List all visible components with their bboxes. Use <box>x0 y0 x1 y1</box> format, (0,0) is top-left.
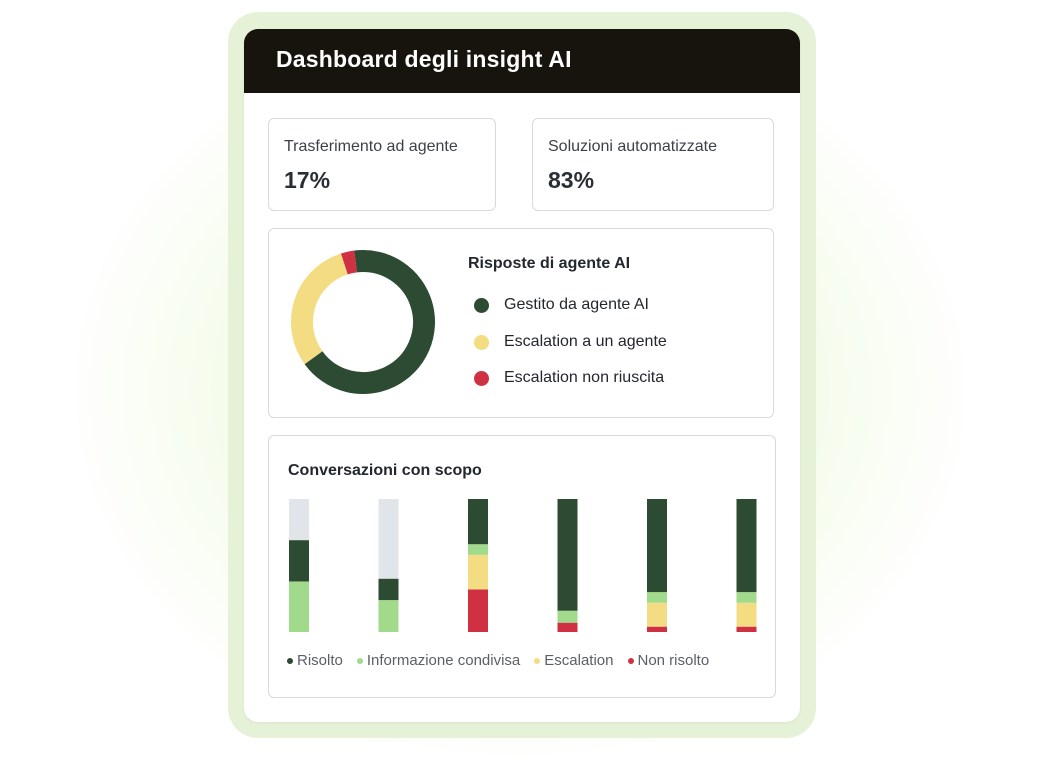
legend-dot-icon <box>627 657 634 664</box>
bar-segment <box>647 499 667 593</box>
bar-chart-panel: Conversazioni con scopo Risolto Informaz… <box>268 435 776 698</box>
bar-segment <box>289 581 309 632</box>
bar-segment <box>378 578 399 601</box>
legend-label: Escalation a un agente <box>504 333 667 350</box>
donut-segment-2 <box>340 250 358 275</box>
legend-label: Gestito da agente AI <box>504 296 649 313</box>
bar-remainder <box>378 499 399 579</box>
legend-item-escalation: Escalation <box>534 652 614 669</box>
dashboard-card: Dashboard degli insight AI Trasferimento… <box>244 29 800 722</box>
bar-remainder <box>289 499 309 541</box>
bar-segment <box>736 499 757 593</box>
legend-label: Escalation <box>544 652 614 669</box>
bar-segment <box>736 592 757 603</box>
legend-item-info-shared: Informazione condivisa <box>356 652 521 669</box>
legend-item-unresolved: Non risolto <box>627 652 710 669</box>
legend-dot-icon <box>534 657 541 664</box>
legend-dot-icon <box>474 297 489 313</box>
bar-segment <box>468 589 488 632</box>
chart-title: Conversazioni con scopo <box>288 462 482 479</box>
legend-item-escalation-failed: Escalation non riuscita <box>474 368 664 388</box>
donut-title: Risposte di agente AI <box>468 255 631 272</box>
stat-card-agent-transfer: Trasferimento ad agente 17% <box>268 118 496 211</box>
bar-chart-legend: Risolto Informazione condivisa Escalatio… <box>287 652 723 669</box>
bar-segment <box>378 600 399 632</box>
bar-segment <box>647 602 667 627</box>
bar-segment <box>468 544 488 555</box>
legend-label: Risolto <box>297 652 343 669</box>
dashboard-header: Dashboard degli insight AI <box>244 29 800 93</box>
bar-segment <box>468 499 488 545</box>
bar-segment <box>557 622 578 632</box>
legend-dot-icon <box>474 334 489 350</box>
dashboard-title: Dashboard degli insight AI <box>276 46 572 72</box>
legend-item-resolved: Risolto <box>287 652 343 669</box>
stacked-bar-chart <box>289 499 757 632</box>
bar-segment <box>557 610 578 623</box>
stat-card-automated-solutions: Soluzioni automatizzate 83% <box>532 118 774 211</box>
legend-label: Escalation non riuscita <box>504 369 665 386</box>
legend-label: Non risolto <box>637 652 710 669</box>
donut-chart <box>291 250 435 394</box>
legend-item-handled: Gestito da agente AI <box>474 295 649 315</box>
bar-segment <box>736 626 757 632</box>
bar-segment <box>468 554 488 590</box>
bar-segment <box>736 602 757 627</box>
donut-panel: Risposte di agente AI Gestito da agente … <box>268 228 774 418</box>
stat-label: Trasferimento ad agente <box>284 138 458 155</box>
legend-dot-icon <box>356 657 363 664</box>
bar-segment <box>289 540 309 582</box>
legend-dot-icon <box>474 370 489 386</box>
legend-item-escalation: Escalation a un agente <box>474 332 667 352</box>
bar-segment <box>647 592 667 603</box>
stat-value: 17% <box>284 167 331 193</box>
stat-value: 83% <box>548 167 595 193</box>
donut-segment-1 <box>291 253 349 365</box>
bar-segment <box>557 499 578 611</box>
stat-label: Soluzioni automatizzate <box>548 138 717 155</box>
legend-label: Informazione condivisa <box>366 652 521 669</box>
legend-dot-icon <box>287 657 293 664</box>
bar-segment <box>647 626 667 632</box>
donut-segment-0 <box>304 250 435 394</box>
